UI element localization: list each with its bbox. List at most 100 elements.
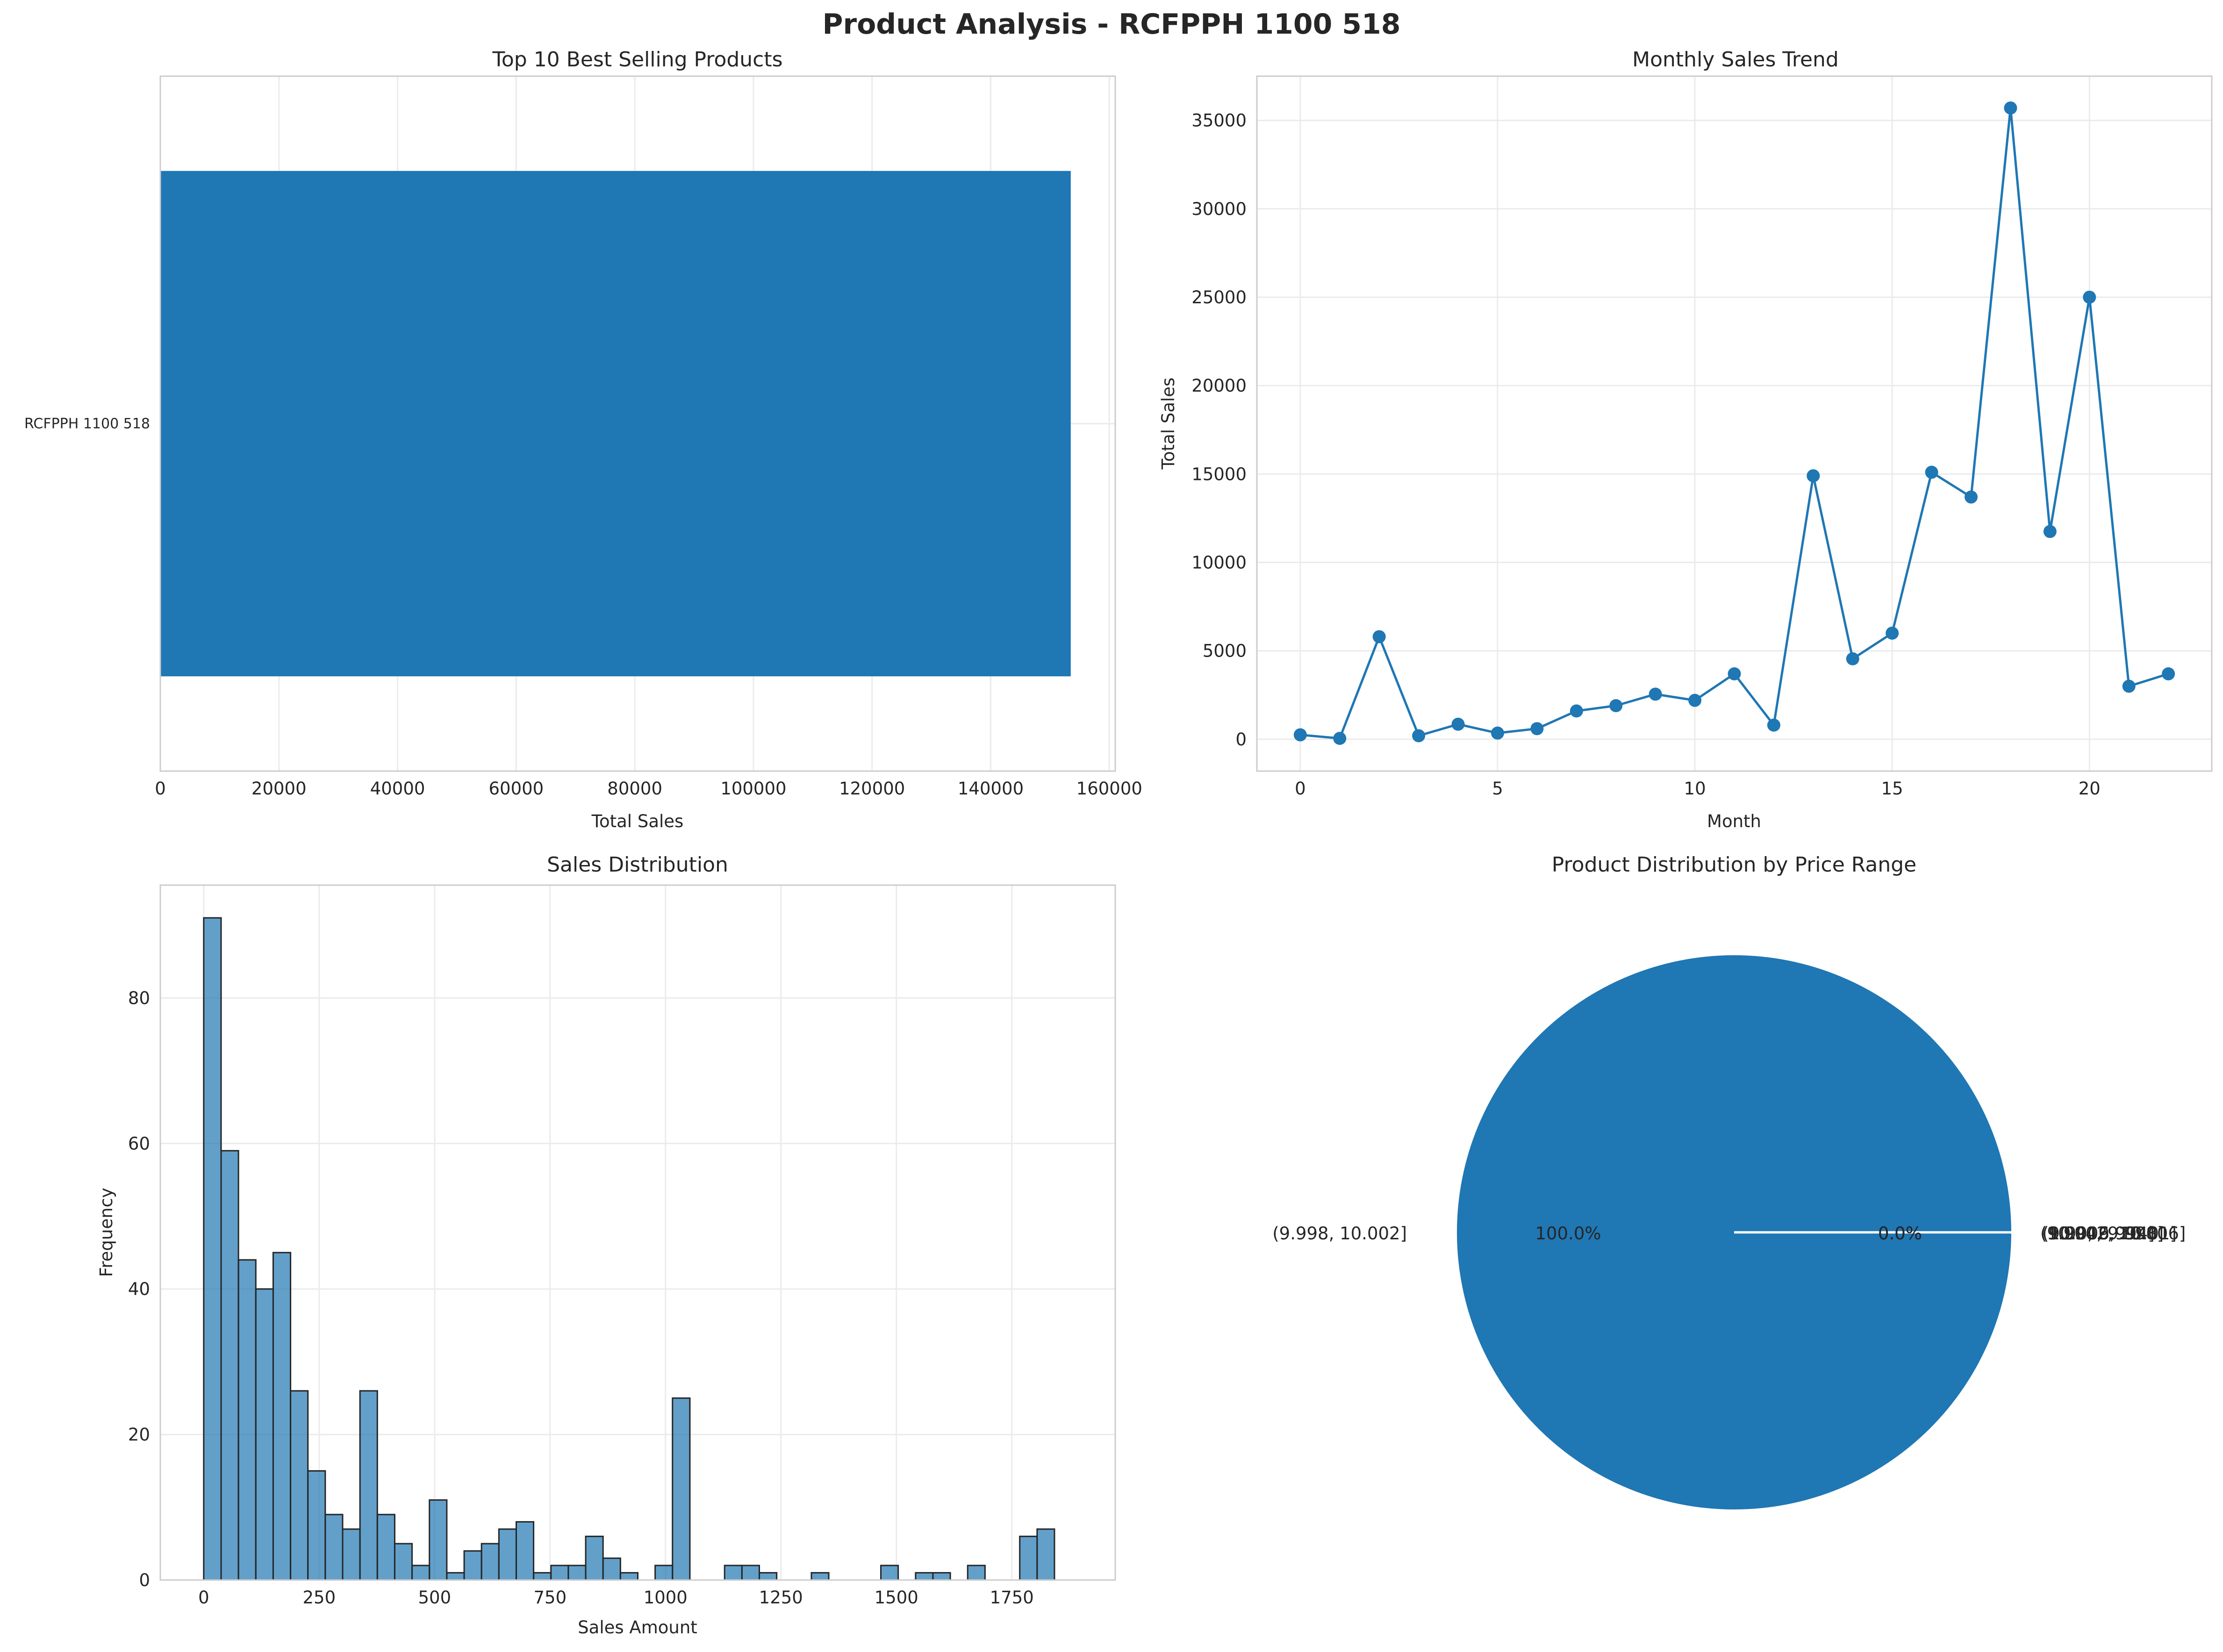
histogram-bar <box>602 1557 621 1581</box>
line-chart-point <box>1767 718 1780 732</box>
histogram-x-tick-label: 750 <box>533 1588 567 1608</box>
line-chart-x-ticks: 0 5 10 15 20 <box>1295 779 2101 799</box>
pie-slice-pct: 0.0% <box>1878 1223 1922 1244</box>
bar-chart-x-tick-label: 100000 <box>720 779 786 799</box>
histogram-ylabel: Frequency <box>96 1187 116 1277</box>
line-chart-point <box>1333 732 1347 745</box>
pie-slice-pct: 0.0% <box>1878 1223 1922 1244</box>
histogram-y-tick-label: 0 <box>139 1570 150 1590</box>
line-chart-x-tick-label: 20 <box>2079 779 2101 799</box>
line-chart-x-tick-label: 15 <box>1881 779 1903 799</box>
pie-slice-label: (9.998, 10.002] <box>1272 1223 1407 1244</box>
histogram-x-tick-label: 1750 <box>990 1588 1034 1608</box>
line-chart-y-tick-label: 30000 <box>1191 199 1247 219</box>
line-chart-point <box>2162 667 2175 680</box>
histogram-bar <box>220 1150 239 1581</box>
histogram-bar <box>741 1565 760 1581</box>
histogram-bar <box>255 1288 274 1581</box>
bar-chart-bars <box>160 171 1071 677</box>
histogram-bar <box>619 1572 638 1581</box>
histogram-bar <box>932 1572 951 1581</box>
line-chart-point <box>1965 490 1978 504</box>
line-chart-point <box>1886 626 1899 640</box>
bar-chart-top-products: Top 10 Best Selling Products 0 20000 40000… <box>24 48 1142 831</box>
line-chart-y-tick-label: 5000 <box>1203 641 1247 661</box>
histogram-bar <box>550 1565 569 1581</box>
histogram-bar <box>1036 1528 1055 1581</box>
histogram-bar <box>533 1572 552 1581</box>
bar-chart-x-tick-label: 0 <box>155 779 166 799</box>
line-chart-point <box>2043 525 2057 538</box>
histogram-bar <box>203 917 222 1581</box>
histogram-frame <box>159 884 1116 1581</box>
histogram-bar <box>446 1572 465 1581</box>
histogram-x-tick-label: 1000 <box>644 1588 688 1608</box>
histogram-bar <box>342 1528 361 1581</box>
histogram-bar <box>272 1252 292 1581</box>
pie-chart-slices <box>1457 955 2011 1509</box>
bar-chart-y-tick-label: RCFPPH 1100 518 <box>24 416 150 432</box>
histogram-y-tick-label: 20 <box>128 1425 150 1445</box>
line-chart-point <box>1293 728 1307 742</box>
histogram-sales-distribution: Sales Distribution 0 250 500 750 1000 1250 150… <box>96 853 1116 1638</box>
line-chart-point <box>1846 652 1859 665</box>
line-chart-point <box>2083 290 2096 304</box>
line-chart-point <box>1649 687 1662 701</box>
line-chart-point <box>1412 729 1426 743</box>
histogram-bar <box>880 1565 899 1581</box>
histogram-bar <box>237 1259 257 1581</box>
histogram-bar <box>463 1550 482 1581</box>
histogram-title: Sales Distribution <box>547 853 728 877</box>
histogram-y-tick-label: 80 <box>128 988 150 1008</box>
line-chart-point <box>1728 667 1741 680</box>
figure-title: Product Analysis - RCFPPH 1100 518 <box>823 8 1401 41</box>
histogram-bar <box>411 1565 430 1581</box>
pie-slice-pct: 0.0% <box>1878 1223 1922 1244</box>
line-chart-y-tick-label: 35000 <box>1191 111 1247 131</box>
bar-chart-x-ticks: 0 20000 40000 60000 80000 100000 120000 140000 1… <box>155 779 1142 799</box>
line-chart-point <box>1451 717 1465 731</box>
bar-chart-y-ticks: RCFPPH 1100 518 <box>24 416 150 432</box>
histogram-bar <box>1019 1536 1038 1581</box>
histogram-y-ticks: 0 20 40 60 80 <box>128 988 150 1590</box>
histogram-bar <box>724 1565 743 1581</box>
histogram-x-tick-label: 1250 <box>759 1588 803 1608</box>
histogram-x-ticks: 0 250 500 750 1000 1250 1500 1750 <box>198 1588 1034 1608</box>
line-chart-title: Monthly Sales Trend <box>1632 48 1839 72</box>
pie-chart-title: Product Distribution by Price Range <box>1552 853 1916 877</box>
bar-chart-bar <box>160 171 1071 677</box>
histogram-bar <box>585 1536 604 1581</box>
line-chart-ylabel: Total Sales <box>1158 378 1178 470</box>
histogram-bar <box>376 1514 395 1581</box>
pie-slice-label: (10.006, 10.01] <box>2042 1223 2177 1244</box>
histogram-y-tick-label: 60 <box>128 1134 150 1154</box>
histogram-bar <box>307 1470 326 1581</box>
bar-chart-x-tick-label: 20000 <box>251 779 307 799</box>
line-chart-y-tick-label: 10000 <box>1191 553 1247 573</box>
bar-chart-title: Top 10 Best Selling Products <box>492 48 782 72</box>
line-chart-line <box>1300 107 2169 740</box>
histogram-bar <box>394 1543 413 1581</box>
histogram-bars <box>203 917 1055 1581</box>
histogram-bar <box>759 1572 778 1581</box>
bar-chart-frame <box>159 75 1116 772</box>
histogram-bar <box>515 1521 535 1581</box>
line-chart-point <box>1530 722 1544 736</box>
pie-chart-labels: (9.998, 10.002] 100.0% (10.002, 10.006] 0.0… <box>1272 1223 2186 1244</box>
histogram-bar <box>654 1565 674 1581</box>
line-chart-point <box>1925 465 1938 479</box>
line-chart-point <box>2122 679 2136 693</box>
line-chart-point <box>1491 726 1504 740</box>
line-chart-point <box>1688 694 1702 707</box>
bar-chart-x-tick-label: 60000 <box>489 779 544 799</box>
bar-chart-x-tick-label: 120000 <box>839 779 905 799</box>
line-chart-y-tick-label: 25000 <box>1191 287 1247 308</box>
histogram-bar <box>915 1572 934 1581</box>
line-chart-monthly-sales: Monthly Sales Trend 0 5 10 15 20 0 5000 10000 1… <box>1158 48 2213 831</box>
line-chart-y-ticks: 0 5000 10000 15000 20000 25000 30000 35000 <box>1191 111 1247 750</box>
line-chart-point <box>1609 699 1623 713</box>
histogram-bar <box>359 1390 378 1581</box>
histogram-bar <box>810 1572 830 1581</box>
line-chart-y-tick-label: 20000 <box>1191 376 1247 396</box>
